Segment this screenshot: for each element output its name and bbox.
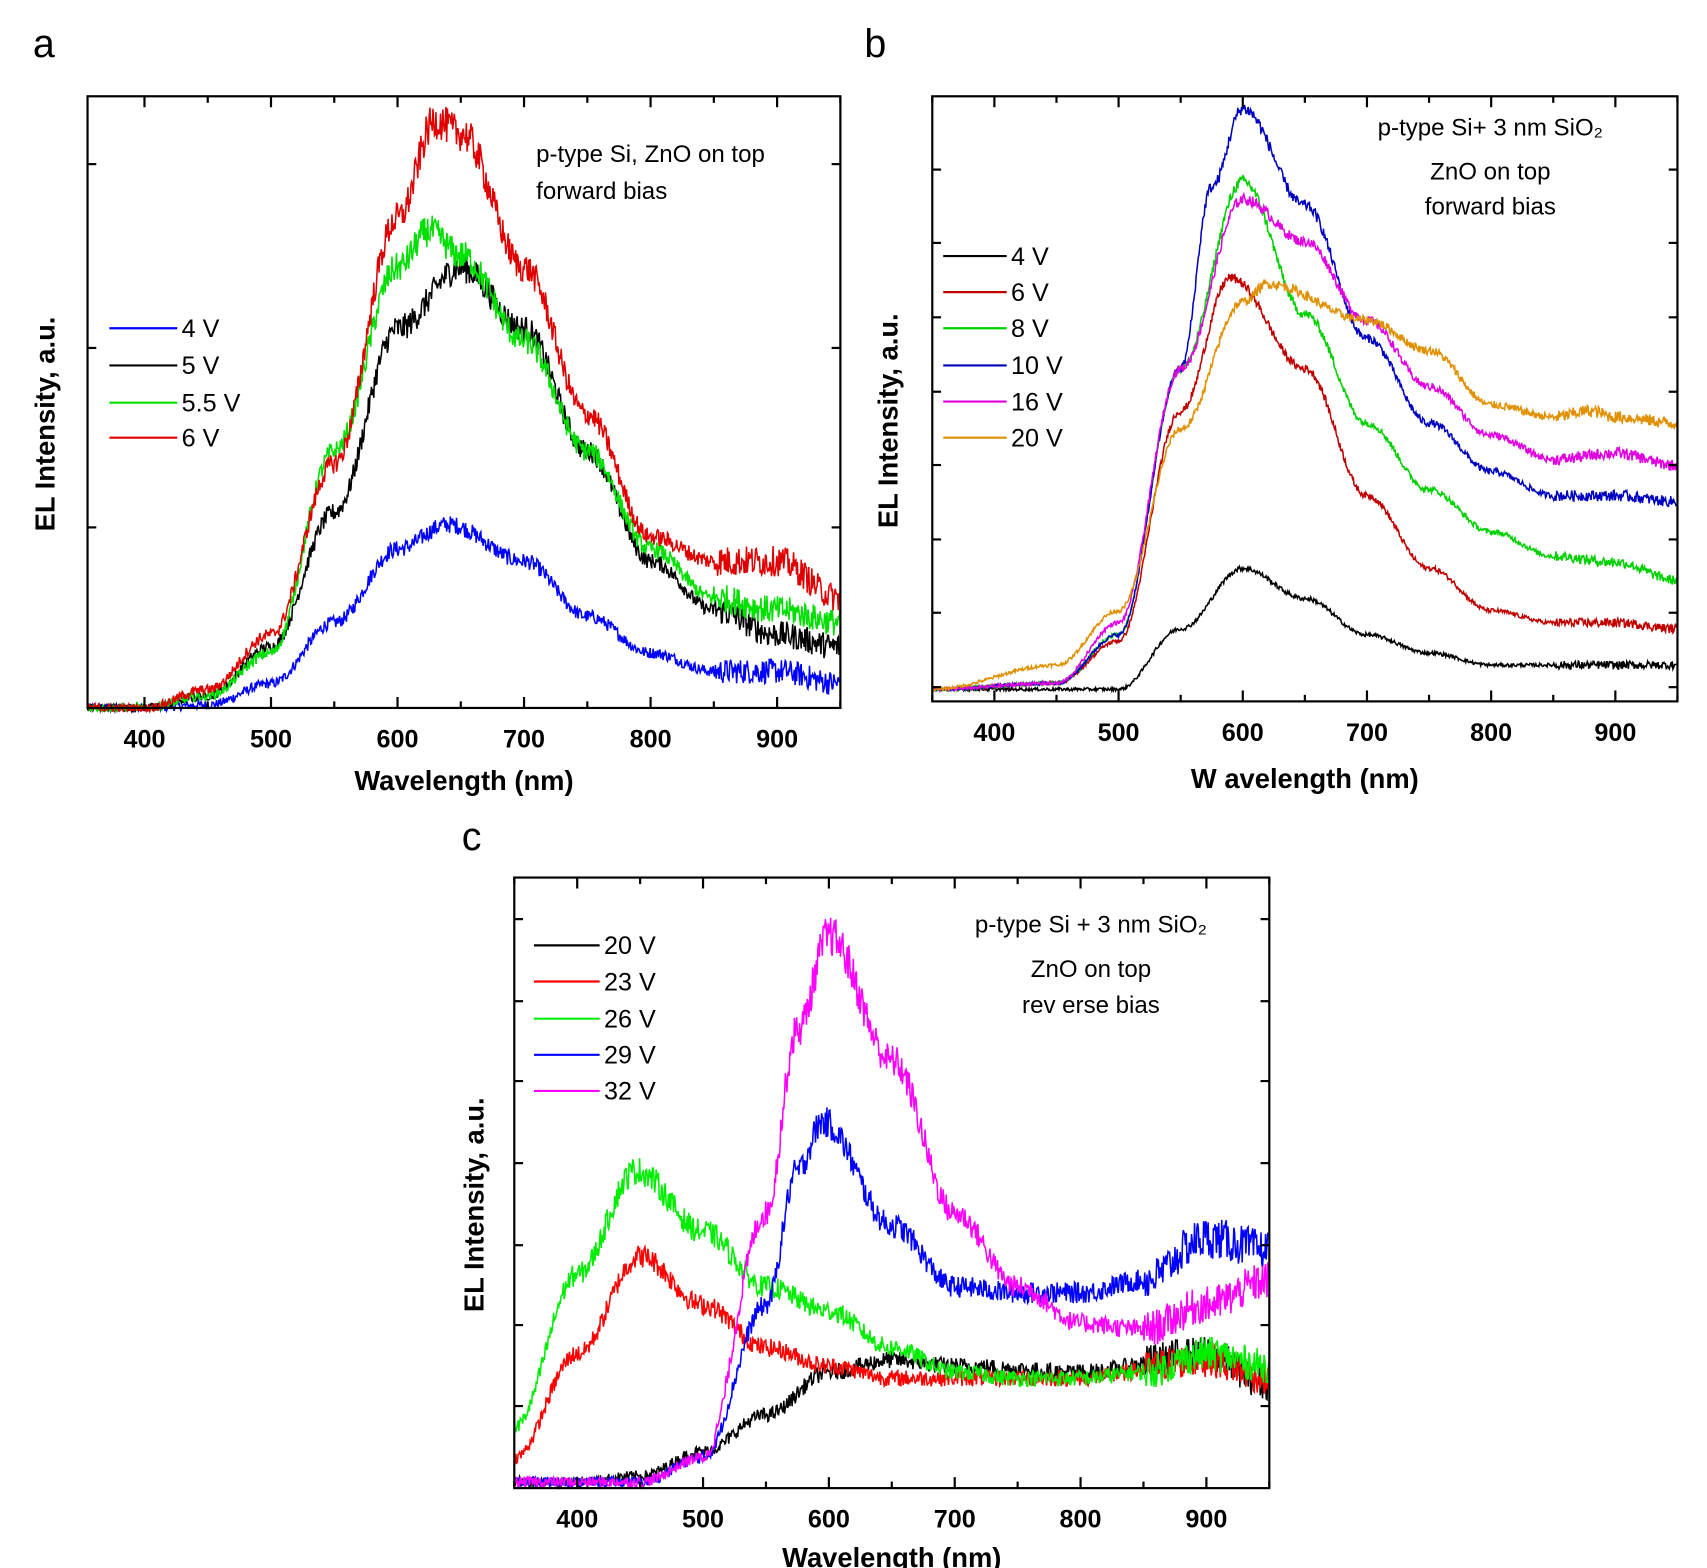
series-line-16V — [931, 191, 1678, 694]
series-line-20V — [513, 1336, 1270, 1490]
series-line-29V — [513, 1107, 1270, 1489]
annotation-text: p-type Si + 3 nm SiO₂ — [975, 911, 1207, 938]
legend-label: 8 V — [1011, 315, 1049, 343]
panel-letter: c — [462, 815, 482, 859]
x-tick-label: 400 — [123, 725, 165, 753]
x-tick-label: 700 — [934, 1506, 976, 1534]
panel-letter: a — [33, 22, 55, 66]
x-tick-label: 500 — [1098, 719, 1140, 747]
legend: 20 V 23 V 26 V 29 V 32 V — [533, 932, 656, 1106]
legend-label: 32 V — [604, 1078, 656, 1106]
legend-label: 5 V — [182, 352, 220, 380]
x-tick-label: 900 — [756, 725, 798, 753]
annotation-text: ZnO on top — [1430, 158, 1550, 185]
x-tick-label: 900 — [1185, 1506, 1227, 1534]
legend-label: 6 V — [1011, 279, 1049, 307]
legend-label: 20 V — [604, 932, 656, 960]
x-tick-label: 600 — [377, 725, 419, 753]
x-tick-label: 400 — [556, 1506, 598, 1534]
x-tick-label: 800 — [1060, 1506, 1102, 1534]
series-line-4V — [931, 564, 1677, 694]
panel-a: a 400 500 600 700 800 900 Wavelength (nm) EL Int… — [30, 22, 842, 796]
annotation-text: forward bias — [1425, 193, 1556, 220]
x-tick-label: 700 — [503, 725, 545, 753]
legend-label: 16 V — [1011, 388, 1063, 416]
annotation-text: p-type Si+ 3 nm SiO₂ — [1378, 115, 1603, 142]
panel-letter: b — [864, 22, 886, 66]
x-axis-label: Wavelength (nm) — [354, 765, 573, 796]
x-tick-label: 600 — [808, 1506, 850, 1534]
y-axis-label: EL Intensity, a.u. — [872, 313, 903, 528]
annotation-text: rev erse bias — [1022, 992, 1160, 1019]
x-tick-label: 900 — [1594, 719, 1636, 747]
legend-label: 4 V — [1011, 243, 1049, 271]
series-line-6V — [86, 106, 841, 714]
series-line-20V — [931, 278, 1678, 693]
annotation-text: forward bias — [536, 178, 667, 205]
legend-label: 26 V — [604, 1005, 656, 1033]
legend-label: 4 V — [182, 315, 220, 343]
panel-c: c 400 500 600 700 800 900 Wavelength (nm) EL Int… — [459, 815, 1271, 1568]
legend-label: 20 V — [1011, 424, 1063, 452]
legend-label: 10 V — [1011, 352, 1063, 380]
y-axis-label: EL Intensity, a.u. — [30, 317, 61, 532]
legend: 4 V 5 V 5.5 V 6 V — [109, 315, 241, 452]
x-axis-label: Wavelength (nm) — [782, 1542, 1001, 1568]
annotation-text: ZnO on top — [1031, 956, 1151, 983]
x-tick-label: 800 — [630, 725, 672, 753]
x-tick-label: 500 — [250, 725, 292, 753]
legend: 4 V 6 V 8 V 10 V 16 V 20 V — [943, 243, 1063, 452]
x-tick-label: 500 — [682, 1506, 724, 1534]
legend-label: 5.5 V — [182, 389, 241, 417]
x-tick-label: 600 — [1222, 719, 1264, 747]
panel-b: b 400 500 600 700 800 900 W avelength (nm) EL In… — [864, 22, 1679, 794]
x-tick-label: 400 — [973, 719, 1015, 747]
x-axis-label: W avelength (nm) — [1191, 763, 1419, 794]
x-tick-label: 700 — [1346, 719, 1388, 747]
y-axis-label: EL Intensity, a.u. — [459, 1097, 490, 1312]
series-line-55V — [87, 215, 841, 714]
plot-frame — [86, 95, 842, 710]
x-tick-label: 800 — [1470, 719, 1512, 747]
legend-label: 23 V — [604, 968, 656, 996]
legend-label: 6 V — [182, 424, 220, 452]
series-line-4V — [86, 516, 841, 714]
series-line-26V — [513, 1158, 1270, 1433]
annotation-text: p-type Si, ZnO on top — [536, 141, 765, 168]
legend-label: 29 V — [604, 1042, 656, 1070]
